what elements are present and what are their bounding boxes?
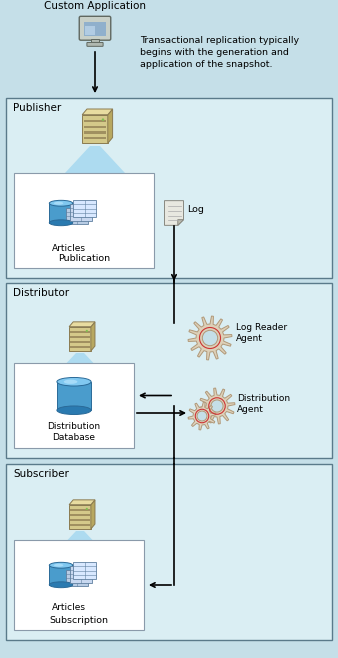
Ellipse shape (49, 563, 73, 568)
Text: Subscriber: Subscriber (13, 469, 69, 479)
Text: Log Reader
Agent: Log Reader Agent (236, 323, 287, 343)
Polygon shape (69, 322, 95, 326)
Bar (71, 519, 90, 521)
Bar (73, 562, 96, 579)
Bar (14, 363, 134, 448)
Polygon shape (69, 505, 91, 529)
Polygon shape (45, 531, 115, 564)
Circle shape (202, 330, 218, 345)
Text: Publication: Publication (58, 254, 110, 263)
Bar (71, 509, 90, 511)
Ellipse shape (49, 220, 73, 226)
Bar (14, 173, 154, 268)
Bar (71, 341, 90, 343)
Text: Distribution
Database: Distribution Database (47, 422, 101, 442)
Text: Subscription: Subscription (49, 616, 108, 625)
Bar (70, 566, 92, 582)
Ellipse shape (49, 200, 73, 206)
Text: Log: Log (187, 205, 204, 213)
Polygon shape (165, 201, 184, 225)
Text: Articles: Articles (52, 603, 86, 612)
Polygon shape (91, 322, 95, 351)
FancyBboxPatch shape (6, 283, 332, 458)
Ellipse shape (64, 380, 77, 384)
Circle shape (102, 118, 104, 121)
Polygon shape (188, 402, 216, 430)
Bar (71, 524, 90, 526)
Polygon shape (69, 326, 91, 351)
Bar (71, 345, 90, 347)
Bar (57, 382, 91, 410)
Text: Articles: Articles (52, 244, 86, 253)
Bar (71, 331, 90, 333)
Bar (66, 208, 88, 224)
Bar (85, 26, 95, 35)
Bar (14, 540, 144, 630)
Text: Transactional replication typically
begins with the generation and
application o: Transactional replication typically begi… (140, 36, 299, 68)
Bar (84, 120, 106, 122)
Ellipse shape (49, 582, 73, 588)
Polygon shape (53, 146, 137, 186)
Circle shape (86, 330, 88, 332)
Bar (49, 203, 73, 223)
Polygon shape (82, 114, 108, 143)
Text: Custom Application: Custom Application (44, 1, 146, 11)
Bar (84, 137, 106, 139)
Polygon shape (178, 220, 184, 225)
Bar (66, 570, 88, 586)
Bar (71, 514, 90, 516)
Ellipse shape (54, 202, 63, 205)
Polygon shape (91, 500, 95, 529)
Text: Distribution
Agent: Distribution Agent (237, 394, 290, 414)
Bar (73, 200, 96, 216)
Polygon shape (69, 500, 95, 505)
Polygon shape (108, 109, 113, 143)
Bar (91, 39, 99, 43)
Polygon shape (82, 109, 113, 114)
FancyBboxPatch shape (87, 43, 103, 46)
Bar (84, 132, 106, 134)
Bar (70, 204, 92, 220)
Bar (49, 565, 73, 585)
Text: Publisher: Publisher (13, 103, 61, 113)
Bar (84, 126, 106, 128)
Circle shape (197, 411, 207, 421)
Bar (84, 22, 106, 36)
Text: Distributor: Distributor (13, 288, 69, 298)
Circle shape (86, 508, 88, 510)
FancyBboxPatch shape (6, 464, 332, 640)
Ellipse shape (57, 406, 91, 415)
Polygon shape (188, 316, 232, 360)
Polygon shape (45, 353, 115, 386)
Circle shape (211, 400, 223, 412)
FancyBboxPatch shape (6, 98, 332, 278)
Polygon shape (199, 388, 235, 424)
FancyBboxPatch shape (79, 16, 111, 40)
Bar (71, 336, 90, 338)
Ellipse shape (54, 564, 63, 567)
Ellipse shape (57, 378, 91, 386)
